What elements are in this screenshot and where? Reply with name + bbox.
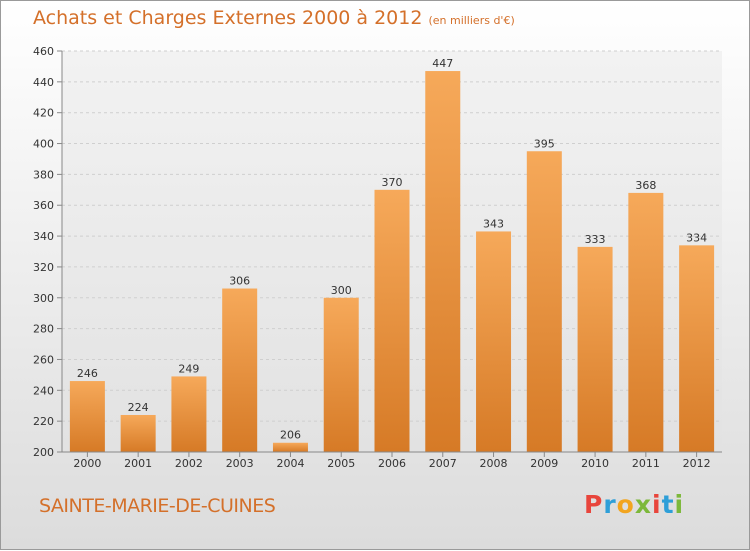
bar xyxy=(476,231,512,452)
logo-letter: x xyxy=(634,490,652,519)
x-tick-label: 2009 xyxy=(530,457,558,470)
x-tick-label: 2003 xyxy=(226,457,254,470)
bar xyxy=(526,151,562,452)
bar-value-label: 224 xyxy=(128,401,149,414)
bar xyxy=(679,245,715,452)
y-tick-label: 300 xyxy=(33,292,54,305)
bar-value-label: 300 xyxy=(331,284,352,297)
x-tick-label: 2005 xyxy=(327,457,355,470)
logo-letter: r xyxy=(603,490,617,519)
y-tick-label: 400 xyxy=(33,138,54,151)
bar xyxy=(374,189,410,453)
x-tick-label: 2011 xyxy=(632,457,660,470)
y-tick-label: 320 xyxy=(33,261,54,274)
y-tick-label: 420 xyxy=(33,107,54,120)
proxiti-logo[interactable]: Proxiti xyxy=(584,490,684,519)
bars: 246 224 249 306 206 300 370 447 343 395 333 368 334 xyxy=(69,57,715,453)
y-tick-label: 460 xyxy=(33,45,54,58)
y-tick-label: 360 xyxy=(33,199,54,212)
x-tick-label: 2001 xyxy=(124,457,152,470)
bar-value-label: 334 xyxy=(686,231,707,244)
bar-value-label: 343 xyxy=(483,217,504,230)
bar-value-label: 306 xyxy=(229,275,250,288)
x-tick-label: 2002 xyxy=(175,457,203,470)
logo-letter: o xyxy=(616,490,635,519)
bar-value-label: 370 xyxy=(382,176,403,189)
bar xyxy=(323,297,359,452)
logo-letter: P xyxy=(584,490,604,519)
bar xyxy=(171,376,207,452)
x-axis: 2000 2001 2002 2003 2004 2005 2006 2007 2008 2009… xyxy=(62,451,722,470)
x-tick-label: 2000 xyxy=(73,457,101,470)
title-text: Achats et Charges Externes 2000 à 2012 xyxy=(33,7,423,29)
bar xyxy=(69,381,105,452)
y-tick-label: 200 xyxy=(33,446,54,459)
bar-value-label: 206 xyxy=(280,429,301,442)
x-tick-label: 2006 xyxy=(378,457,406,470)
bar xyxy=(120,414,156,452)
logo-letter: i xyxy=(652,490,662,519)
logo-letter: i xyxy=(674,490,685,519)
x-tick-label: 2008 xyxy=(480,457,508,470)
unit-label: (en milliers d'€) xyxy=(428,14,515,27)
bar xyxy=(222,288,258,452)
logo-letter: t xyxy=(661,490,675,519)
bar xyxy=(425,71,461,453)
bar-value-label: 368 xyxy=(635,179,656,192)
bar-value-label: 395 xyxy=(534,137,555,150)
y-tick-label: 240 xyxy=(33,384,54,397)
bar xyxy=(272,442,308,452)
x-tick-label: 2010 xyxy=(581,457,609,470)
y-tick-label: 260 xyxy=(33,353,54,366)
y-tick-label: 280 xyxy=(33,323,54,336)
chart-title: Achats et Charges Externes 2000 à 2012 (e… xyxy=(33,7,515,29)
y-tick-label: 220 xyxy=(33,415,54,428)
y-tick-label: 340 xyxy=(33,230,54,243)
x-tick-label: 2012 xyxy=(683,457,711,470)
bar xyxy=(577,246,613,452)
bar-value-label: 447 xyxy=(432,57,453,70)
bar xyxy=(628,192,664,452)
bar-value-label: 333 xyxy=(585,233,606,246)
y-tick-label: 440 xyxy=(33,76,54,89)
bar-value-label: 249 xyxy=(178,362,199,375)
y-tick-label: 380 xyxy=(33,168,54,181)
bar-value-label: 246 xyxy=(77,367,98,380)
town-name: SAINTE-MARIE-DE-CUINES xyxy=(39,495,276,517)
x-tick-label: 2004 xyxy=(276,457,304,470)
x-tick-label: 2007 xyxy=(429,457,457,470)
y-axis: 200 220 240 260 280 300 320 340 360 380 400 420 440 4… xyxy=(33,45,63,459)
